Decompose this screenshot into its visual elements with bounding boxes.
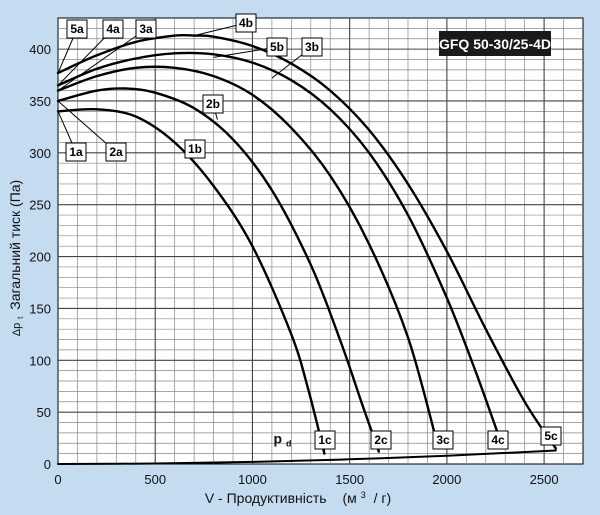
label-box-2c xyxy=(370,430,392,450)
x-axis-unit-tail: / г) xyxy=(374,490,392,506)
curve-1 xyxy=(56,107,326,455)
curve-label-3c: 3c xyxy=(436,433,450,447)
pd-label-main: p xyxy=(274,431,283,447)
curve-label-1c: 1c xyxy=(318,433,332,447)
label-box-1a xyxy=(65,142,87,162)
label-box-5c xyxy=(540,426,562,446)
curve-label-3a: 3a xyxy=(139,22,153,36)
label-box-4b xyxy=(235,13,257,33)
curve-label-2b: 2b xyxy=(206,97,220,111)
curve-label-5a: 5a xyxy=(70,22,84,36)
curve-pd xyxy=(57,449,557,465)
curve-labels: 1a 2a 3a 4a 5a 1b 2b 3b 4b 5b 1c 2c 3c 4c 5c xyxy=(65,13,562,450)
y-tick-label: 400 xyxy=(29,42,51,57)
pd-label-sub: d xyxy=(286,439,292,449)
x-axis-unit-sup: 3 xyxy=(361,490,366,500)
curve-2 xyxy=(56,87,380,453)
x-tick-label: 2000 xyxy=(432,472,461,487)
label-box-4c xyxy=(487,430,509,450)
label-box-5b xyxy=(266,37,288,57)
y-tick-label: 100 xyxy=(29,353,51,368)
y-tick-label: 300 xyxy=(29,146,51,161)
chart-title-box: GFQ 50-30/25-4D xyxy=(439,31,551,56)
y-tick-label: 0 xyxy=(44,457,51,472)
x-axis-title: V - Продуктивність (м 3 / г) xyxy=(205,485,391,506)
title-background xyxy=(439,31,551,56)
plot-area xyxy=(57,17,584,465)
y-tick-label: 50 xyxy=(37,405,51,420)
curve-label-2c: 2c xyxy=(374,433,388,447)
leader-5b xyxy=(213,46,278,58)
label-box-2b xyxy=(202,94,224,114)
curve-label-1a: 1a xyxy=(69,145,83,159)
y-tick-label: 350 xyxy=(29,94,51,109)
major-grid xyxy=(58,18,583,464)
label-box-4a xyxy=(102,19,124,39)
curve-label-4a: 4a xyxy=(106,22,120,36)
curve-label-2a: 2a xyxy=(109,145,123,159)
y-tick-label: 250 xyxy=(29,198,51,213)
chart-title: GFQ 50-30/25-4D xyxy=(439,36,551,52)
curve-4 xyxy=(56,51,503,445)
y-tick-label: 150 xyxy=(29,301,51,316)
label-box-3a xyxy=(135,19,157,39)
label-box-5a xyxy=(66,19,88,39)
x-tick-label: 2500 xyxy=(530,472,559,487)
y-axis-symbol-sub: t xyxy=(16,316,25,319)
curve-label-5b: 5b xyxy=(270,40,284,54)
y-axis-label: Загальний тиск (Па) xyxy=(7,180,23,310)
y-axis-title: Δp t Загальний тиск (Па) xyxy=(7,180,26,336)
x-tick-label: 0 xyxy=(54,472,61,487)
curve-label-5c: 5c xyxy=(544,429,558,443)
y-tick-label: 200 xyxy=(29,250,51,265)
x-axis-unit-base: (м xyxy=(343,490,357,506)
x-axis-label: V - Продуктивність xyxy=(205,490,327,506)
y-axis-symbol: Δp xyxy=(11,323,23,336)
curve-label-3b: 3b xyxy=(305,40,319,54)
curve-label-4b: 4b xyxy=(239,16,253,30)
label-box-1c xyxy=(314,430,336,450)
leader-3a xyxy=(57,28,147,92)
label-box-3b xyxy=(301,37,323,57)
x-tick-label: 1500 xyxy=(335,472,364,487)
x-tick-labels: 0 500 1000 1500 2000 2500 xyxy=(54,472,558,487)
x-tick-label: 500 xyxy=(144,472,166,487)
x-tick-label: 1000 xyxy=(238,472,267,487)
svg-text:Δp t Загальний: Δp t Загальний тиск (Па) xyxy=(7,180,26,336)
label-box-3c xyxy=(432,430,454,450)
y-tick-labels: 0 50 100 150 200 250 300 350 400 xyxy=(29,42,51,472)
pd-label: p d xyxy=(274,431,292,449)
curve-3 xyxy=(56,65,439,445)
label-box-1b xyxy=(184,139,206,159)
label-box-2a xyxy=(105,142,127,162)
curve-label-1b: 1b xyxy=(188,142,202,156)
curve-label-4c: 4c xyxy=(491,433,505,447)
